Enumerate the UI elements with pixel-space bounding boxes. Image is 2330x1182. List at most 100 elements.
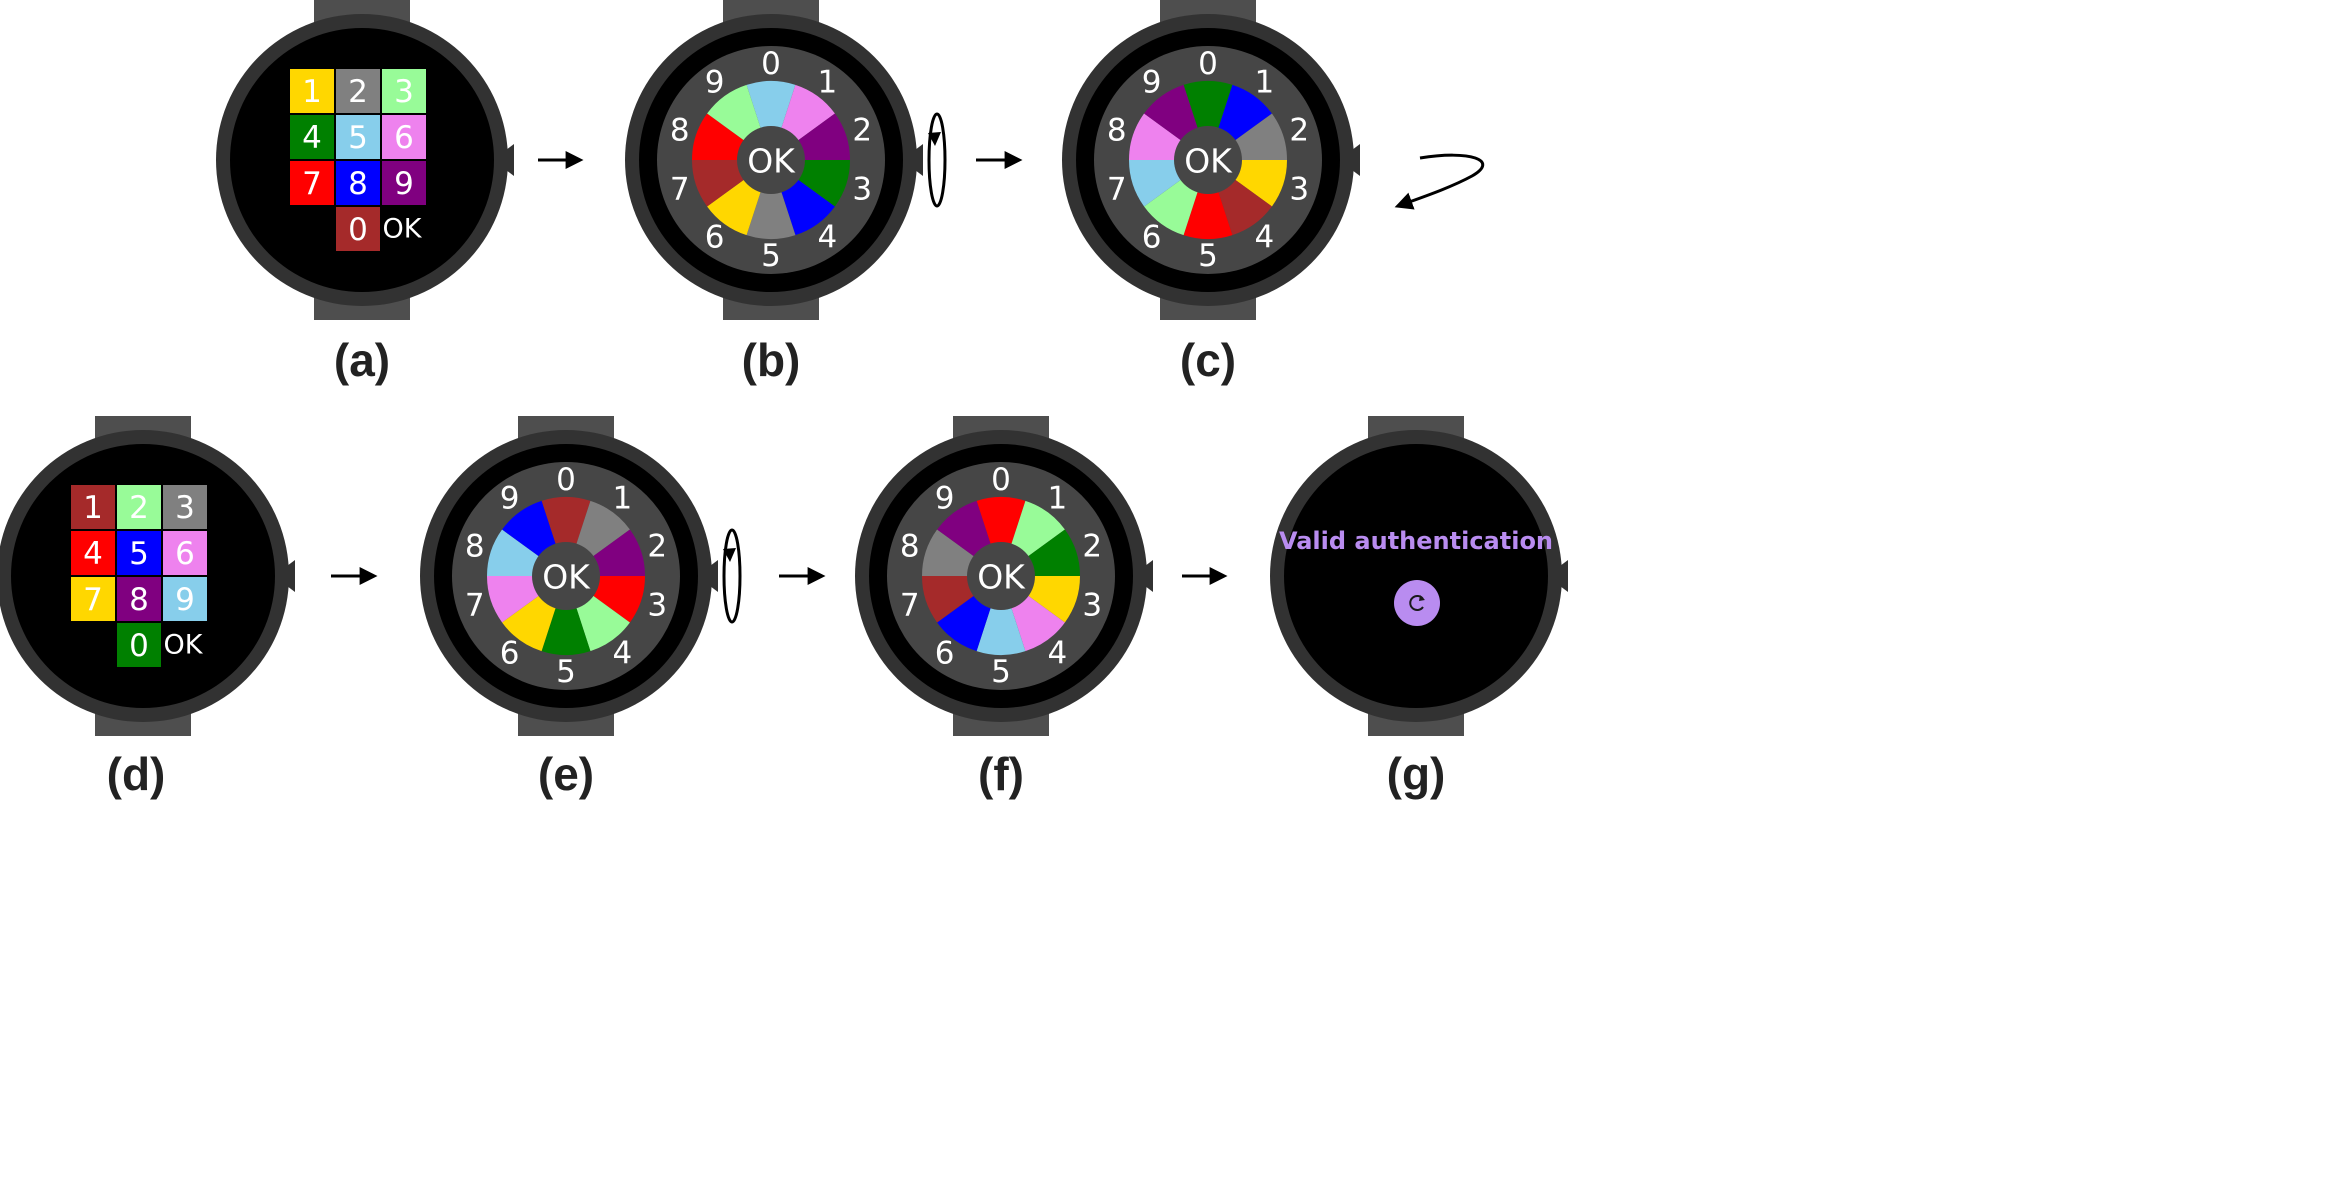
keypad-key-9[interactable]: 9 bbox=[163, 577, 207, 621]
dial-sector-0[interactable] bbox=[1183, 81, 1233, 160]
key-background bbox=[71, 485, 115, 529]
dial-digit-3: 3 bbox=[647, 588, 667, 624]
key-label: 8 bbox=[348, 166, 368, 202]
keypad-key-6[interactable]: 6 bbox=[163, 531, 207, 575]
retry-button[interactable] bbox=[1394, 580, 1440, 626]
keypad-key-6[interactable]: 6 bbox=[382, 115, 426, 159]
key-label: 8 bbox=[129, 582, 149, 618]
watch-screen bbox=[11, 444, 275, 708]
dial-digit-0: 0 bbox=[556, 462, 576, 498]
panel-caption: (b) bbox=[742, 334, 801, 386]
keypad-key-8[interactable]: 8 bbox=[117, 577, 161, 621]
dial-digit-1: 1 bbox=[613, 480, 633, 516]
key-background bbox=[117, 577, 161, 621]
watch-c: 0 12 34 567 89 OK bbox=[1062, 0, 1360, 320]
dial-sector-0[interactable] bbox=[746, 81, 796, 160]
key-background bbox=[163, 577, 207, 621]
dial-digit-9: 9 bbox=[1142, 64, 1162, 100]
ok-hub[interactable] bbox=[532, 542, 600, 610]
auth-status-message: Valid authentication bbox=[1279, 527, 1553, 555]
dial-sector-5[interactable] bbox=[746, 160, 796, 239]
keypad-key-1[interactable]: 1 bbox=[290, 69, 334, 113]
key-background bbox=[336, 69, 380, 113]
ok-button[interactable]: OK bbox=[164, 630, 204, 661]
dial-digit-7: 7 bbox=[900, 588, 920, 624]
keypad-key-7[interactable]: 7 bbox=[71, 577, 115, 621]
ok-button[interactable]: OK bbox=[977, 558, 1026, 597]
watch-f: 0 12 34 567 89 OK bbox=[855, 416, 1153, 736]
keypad-key-9[interactable]: 9 bbox=[382, 161, 426, 205]
key-label: 4 bbox=[83, 536, 103, 572]
key-label: 3 bbox=[394, 74, 414, 110]
dial-digit-7: 7 bbox=[465, 588, 485, 624]
keypad-key-2[interactable]: 2 bbox=[117, 485, 161, 529]
ok-button[interactable]: OK bbox=[383, 214, 423, 245]
keypad-key-1[interactable]: 1 bbox=[71, 485, 115, 529]
panel-caption: (d) bbox=[107, 748, 166, 800]
dial-digit-7: 7 bbox=[1107, 172, 1127, 208]
keypad-key-3[interactable]: 3 bbox=[382, 69, 426, 113]
dial-sector-0[interactable] bbox=[976, 497, 1026, 576]
rotate-crown-icon bbox=[927, 112, 947, 208]
keypad-key-5[interactable]: 5 bbox=[336, 115, 380, 159]
panel-caption: (g) bbox=[1387, 748, 1446, 800]
dial-digit-2: 2 bbox=[1082, 528, 1102, 564]
rotate-crown-icon bbox=[722, 528, 742, 624]
dial-digit-8: 8 bbox=[670, 112, 690, 148]
dial-digit-9: 9 bbox=[705, 64, 725, 100]
dial-digit-3: 3 bbox=[1289, 172, 1309, 208]
ok-button[interactable]: OK bbox=[542, 558, 591, 597]
watch-d: 1 2 3 4 5 6 7 8 90 OK bbox=[0, 416, 295, 736]
panel-caption: (a) bbox=[334, 334, 390, 386]
curved-arrow-icon bbox=[1394, 153, 1485, 210]
dial-digit-0: 0 bbox=[991, 462, 1011, 498]
keypad-key-0[interactable]: 0 bbox=[117, 623, 161, 667]
keypad-key-4[interactable]: 4 bbox=[290, 115, 334, 159]
key-label: 2 bbox=[348, 74, 368, 110]
dial-digit-5: 5 bbox=[1198, 238, 1218, 274]
dial-digit-1: 1 bbox=[818, 64, 838, 100]
key-label: 1 bbox=[302, 74, 322, 110]
dial-digit-1: 1 bbox=[1255, 64, 1275, 100]
key-label: 4 bbox=[302, 120, 322, 156]
key-background bbox=[290, 69, 334, 113]
dial-sector-5[interactable] bbox=[1183, 160, 1233, 239]
dial-digit-2: 2 bbox=[1289, 112, 1309, 148]
keypad-key-0[interactable]: 0 bbox=[336, 207, 380, 251]
key-background bbox=[290, 161, 334, 205]
keypad-key-8[interactable]: 8 bbox=[336, 161, 380, 205]
key-background bbox=[117, 485, 161, 529]
key-background bbox=[382, 115, 426, 159]
ok-button[interactable]: OK bbox=[1184, 142, 1233, 181]
panel-caption: (c) bbox=[1180, 334, 1236, 386]
dial-digit-4: 4 bbox=[1048, 636, 1068, 672]
dial-digit-4: 4 bbox=[1255, 220, 1275, 256]
dial-digit-4: 4 bbox=[818, 220, 838, 256]
dial-digit-5: 5 bbox=[991, 654, 1011, 690]
dial-digit-1: 1 bbox=[1048, 480, 1068, 516]
dial-digit-5: 5 bbox=[761, 238, 781, 274]
ok-hub[interactable] bbox=[737, 126, 805, 194]
key-label: 7 bbox=[302, 166, 322, 202]
ok-hub[interactable] bbox=[967, 542, 1035, 610]
watch-g: Valid authentication bbox=[1270, 416, 1568, 736]
dial-sector-5[interactable] bbox=[541, 576, 591, 655]
keypad-key-4[interactable]: 4 bbox=[71, 531, 115, 575]
ok-hub[interactable] bbox=[1174, 126, 1242, 194]
key-label: 2 bbox=[129, 490, 149, 526]
panel-caption: (f) bbox=[978, 748, 1024, 800]
keypad-key-5[interactable]: 5 bbox=[117, 531, 161, 575]
dial-digit-5: 5 bbox=[556, 654, 576, 690]
key-label: 7 bbox=[83, 582, 103, 618]
key-background bbox=[382, 69, 426, 113]
key-background bbox=[71, 577, 115, 621]
key-label: 0 bbox=[129, 628, 149, 664]
ok-button[interactable]: OK bbox=[747, 142, 796, 181]
keypad-key-2[interactable]: 2 bbox=[336, 69, 380, 113]
dial-sector-0[interactable] bbox=[541, 497, 591, 576]
keypad-key-3[interactable]: 3 bbox=[163, 485, 207, 529]
dial-digit-6: 6 bbox=[705, 220, 725, 256]
dial-digit-9: 9 bbox=[935, 480, 955, 516]
dial-sector-5[interactable] bbox=[976, 576, 1026, 655]
keypad-key-7[interactable]: 7 bbox=[290, 161, 334, 205]
